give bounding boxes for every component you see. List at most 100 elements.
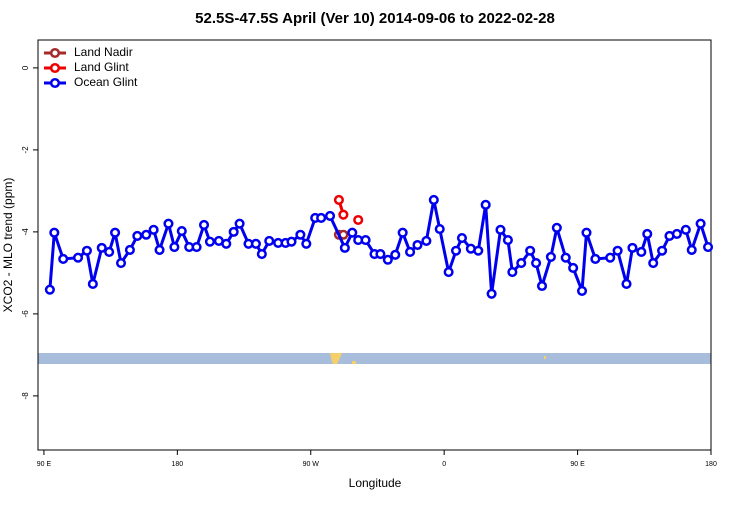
data-point	[486, 288, 497, 299]
data-point	[360, 235, 371, 246]
data-point	[473, 245, 484, 256]
data-point	[576, 285, 588, 296]
y-tick-label: 0	[21, 65, 30, 70]
data-point	[516, 257, 527, 269]
data-point	[525, 245, 536, 256]
data-point	[347, 227, 358, 238]
data-point	[104, 246, 115, 258]
data-point	[301, 238, 312, 249]
data-point	[581, 227, 592, 238]
data-point	[339, 242, 350, 253]
data-point	[115, 257, 127, 269]
data-point	[191, 242, 202, 253]
data-point	[612, 245, 623, 256]
data-point	[72, 252, 84, 263]
data-point	[507, 267, 518, 278]
x-tick-label: 0	[442, 461, 446, 468]
data-point	[382, 254, 393, 265]
map-strip	[38, 353, 711, 364]
x-axis-label: Longitude	[349, 476, 402, 490]
data-point	[480, 199, 491, 210]
x-tick-label: 90 E	[37, 461, 52, 468]
data-point	[657, 245, 668, 256]
data-point	[124, 244, 135, 255]
legend-swatch-marker	[49, 77, 61, 89]
x-tick-label: 180	[705, 461, 717, 468]
data-point	[671, 228, 682, 239]
data-point	[443, 267, 454, 278]
data-point	[636, 246, 647, 258]
data-point	[605, 252, 616, 263]
data-point	[49, 227, 60, 238]
data-point	[590, 253, 601, 264]
data-point	[176, 226, 187, 237]
data-point	[428, 194, 439, 205]
data-point	[148, 224, 159, 235]
data-point	[338, 209, 349, 220]
data-point	[621, 278, 632, 290]
data-point	[450, 245, 462, 256]
data-point	[286, 236, 297, 247]
data-point	[295, 229, 306, 240]
data-point	[560, 252, 571, 263]
data-point	[405, 246, 416, 258]
data-point	[353, 214, 364, 226]
data-point	[250, 238, 261, 249]
data-point	[228, 226, 239, 237]
data-point	[96, 242, 107, 253]
data-point	[221, 238, 232, 249]
data-point	[456, 232, 468, 244]
data-point	[627, 242, 638, 253]
y-tick-label: -6	[21, 310, 30, 318]
data-point	[198, 219, 210, 230]
data-point	[141, 229, 152, 240]
legend-label: Ocean Glint	[74, 75, 138, 89]
data-point	[256, 248, 267, 260]
data-point	[110, 227, 121, 238]
data-point	[551, 222, 562, 233]
data-point	[434, 223, 445, 235]
y-axis-label: XCO2 - MLO trend (ppm)	[1, 178, 15, 313]
legend-label: Land Glint	[74, 60, 129, 74]
data-point	[648, 257, 659, 269]
data-point	[545, 251, 556, 262]
data-point	[390, 249, 401, 260]
data-point	[495, 224, 506, 235]
data-point	[58, 253, 69, 264]
data-point	[132, 230, 143, 242]
x-tick-label: 180	[171, 461, 183, 468]
legend-swatch-marker	[49, 47, 61, 59]
data-point	[412, 239, 423, 251]
x-tick-label: 90 W	[303, 461, 320, 468]
data-point	[702, 242, 714, 253]
data-point	[536, 280, 548, 292]
x-tick-label: 90 E	[570, 461, 585, 468]
legend-label: Land Nadir	[74, 45, 133, 59]
legend-swatch-marker	[49, 62, 61, 74]
data-point	[163, 218, 174, 229]
y-tick-label: -8	[21, 392, 30, 400]
data-point	[234, 218, 245, 229]
data-point	[81, 245, 92, 256]
y-tick-label: -2	[21, 146, 30, 154]
data-point	[568, 262, 579, 274]
data-point	[154, 244, 165, 255]
data-point	[642, 228, 653, 239]
data-point	[316, 212, 327, 223]
data-point	[531, 257, 542, 269]
data-point	[375, 248, 386, 260]
chart-title: 52.5S-47.5S April (Ver 10) 2014-09-06 to…	[195, 10, 555, 27]
data-point	[680, 224, 691, 235]
data-point	[204, 236, 216, 247]
data-point	[502, 235, 513, 246]
data-point	[333, 194, 344, 205]
y-tick-label: -4	[21, 228, 30, 236]
data-point	[44, 284, 55, 295]
data-point	[169, 242, 180, 253]
data-point	[686, 244, 697, 255]
data-point	[397, 227, 408, 238]
data-point	[264, 235, 275, 246]
data-point	[324, 210, 336, 221]
